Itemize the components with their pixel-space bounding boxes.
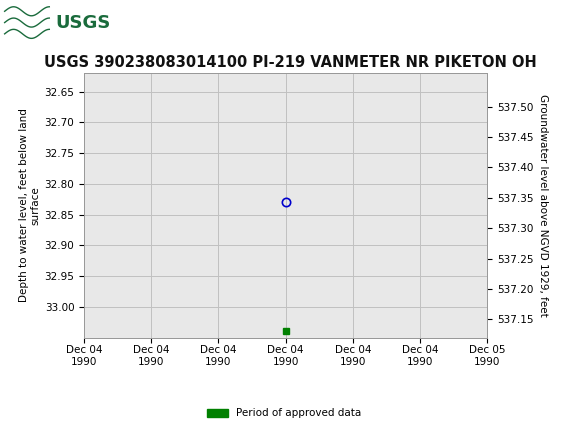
- Y-axis label: Groundwater level above NGVD 1929, feet: Groundwater level above NGVD 1929, feet: [538, 94, 548, 317]
- Text: USGS 390238083014100 PI-219 VANMETER NR PIKETON OH: USGS 390238083014100 PI-219 VANMETER NR …: [44, 55, 536, 70]
- Legend: Period of approved data: Period of approved data: [203, 404, 365, 423]
- Y-axis label: Depth to water level, feet below land
surface: Depth to water level, feet below land su…: [19, 108, 41, 302]
- Bar: [3, 2, 119, 43]
- Text: USGS: USGS: [55, 14, 110, 31]
